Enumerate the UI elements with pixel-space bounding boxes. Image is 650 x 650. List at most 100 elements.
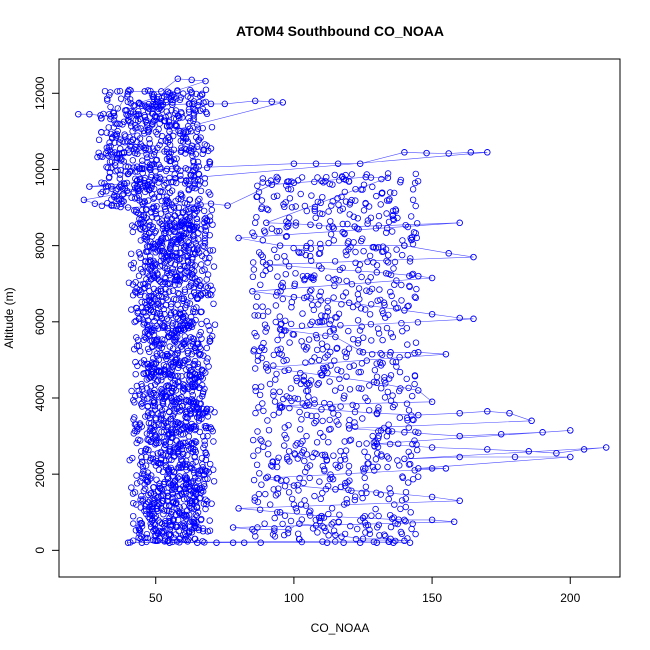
data-point [258, 344, 265, 351]
data-point [286, 214, 293, 221]
data-point [152, 423, 159, 430]
data-point [256, 249, 263, 256]
data-point [185, 180, 192, 187]
data-point [156, 519, 164, 526]
data-point [98, 115, 105, 122]
data-point [178, 457, 185, 464]
data-point [254, 352, 262, 360]
data-point [257, 539, 264, 546]
data-point [379, 307, 386, 315]
data-point [168, 187, 176, 194]
data-point [250, 266, 258, 273]
data-point [171, 171, 178, 178]
data-point [172, 179, 180, 187]
data-point [150, 308, 157, 316]
data-point [373, 539, 381, 546]
data-point [151, 441, 159, 448]
data-point [343, 373, 350, 380]
data-point [271, 533, 279, 540]
data-point [364, 453, 371, 461]
data-point [349, 401, 356, 409]
data-point [323, 539, 331, 546]
data-point [179, 362, 186, 369]
data-point [177, 190, 184, 197]
data-point [207, 291, 215, 299]
data-point [149, 398, 156, 405]
data-point [167, 415, 175, 423]
data-point [281, 512, 289, 519]
data-point [317, 244, 324, 252]
data-point [207, 282, 214, 289]
data-point [209, 428, 216, 435]
data-point [327, 218, 334, 225]
data-point [179, 384, 187, 391]
data-point [378, 175, 385, 183]
data-point [314, 381, 321, 388]
data-point [290, 331, 298, 338]
data-point [156, 341, 164, 349]
data-point [382, 314, 389, 321]
data-point [297, 369, 304, 377]
data-point [128, 484, 135, 491]
data-point [152, 101, 159, 108]
data-point [203, 344, 210, 352]
data-point [275, 485, 282, 492]
data-point [151, 406, 159, 413]
data-point [335, 277, 343, 284]
data-point [167, 521, 174, 529]
data-point [307, 377, 315, 384]
data-point [373, 192, 380, 200]
data-point [198, 515, 205, 523]
data-point [307, 512, 314, 519]
data-point [408, 213, 415, 220]
data-point [169, 101, 176, 108]
data-point [155, 466, 163, 473]
data-point [194, 509, 202, 516]
data-point [251, 312, 258, 319]
data-point [153, 314, 160, 321]
data-point [193, 121, 201, 128]
data-point [409, 196, 417, 203]
data-point [179, 209, 187, 217]
data-point [364, 220, 371, 227]
data-point [190, 398, 198, 405]
data-point [285, 263, 293, 270]
data-point [366, 382, 373, 389]
data-point [138, 454, 145, 461]
data-point [258, 481, 265, 488]
data-point [156, 277, 163, 284]
data-point [157, 493, 165, 500]
data-point [157, 278, 164, 286]
data-point [165, 456, 173, 463]
data-point [379, 336, 386, 344]
data-point [186, 283, 193, 290]
data-point [206, 231, 213, 239]
data-point [202, 450, 209, 457]
data-point [184, 403, 192, 410]
data-point [359, 235, 366, 242]
data-point [402, 495, 409, 502]
data-point [139, 496, 147, 503]
data-point [148, 411, 155, 418]
data-point [142, 280, 149, 288]
data-point [391, 189, 398, 197]
data-point [145, 178, 153, 186]
data-point [316, 222, 323, 229]
data-point [195, 249, 203, 256]
data-point [133, 472, 140, 479]
data-point [346, 386, 354, 393]
data-point [318, 512, 325, 520]
data-point [278, 351, 285, 358]
data-point [273, 370, 280, 378]
data-point [194, 468, 201, 475]
data-point [201, 231, 209, 238]
data-point [381, 374, 388, 381]
data-point [303, 432, 310, 440]
data-point [121, 181, 128, 188]
data-point [289, 495, 296, 503]
data-point [405, 384, 412, 392]
data-point [129, 490, 137, 497]
data-point [382, 532, 389, 540]
data-point [345, 299, 353, 307]
data-point [319, 523, 326, 530]
